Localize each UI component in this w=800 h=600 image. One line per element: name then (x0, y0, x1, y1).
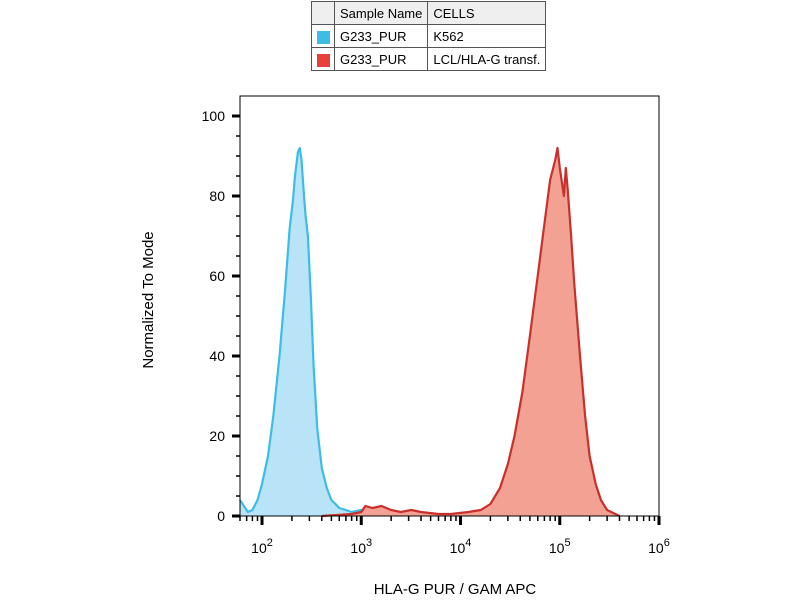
legend-cells: K562 (427, 24, 547, 48)
y-tick-label: 100 (202, 108, 226, 124)
y-tick-label: 80 (209, 188, 225, 204)
y-tick-label: 20 (209, 428, 225, 444)
series-fill-1 (321, 148, 620, 516)
legend-sample-name: G233_PUR (333, 47, 429, 71)
legend-table: Sample Name CELLS G233_PUR K562 G233_PUR… (311, 1, 547, 71)
x-tick-label: 102 (251, 537, 273, 556)
legend-cells: LCL/HLA-G transf. (427, 47, 547, 71)
legend-swatch-blue (316, 30, 330, 44)
x-tick-label: 105 (549, 537, 571, 556)
y-tick-label: 0 (217, 508, 225, 524)
legend-header-sample-name: Sample Name (333, 1, 429, 25)
legend-row-k562: G233_PUR K562 (311, 24, 547, 48)
y-tick-label: 40 (209, 348, 225, 364)
series-fill-0 (240, 148, 379, 516)
legend-row-lcl: G233_PUR LCL/HLA-G transf. (311, 47, 547, 71)
x-tick-label: 106 (648, 537, 670, 556)
axis-layer: 0 20 40 60 80 100 102 103 104 105 106 (202, 108, 670, 556)
legend-header-cells: CELLS (427, 1, 547, 25)
y-axis-label: Normalized To Mode (140, 231, 157, 368)
series-line-1 (321, 146, 620, 518)
x-axis-label: HLA-G PUR / GAM APC (374, 581, 537, 598)
plot-frame (239, 95, 660, 517)
legend-swatch-cell (311, 47, 335, 71)
series-line-0 (239, 146, 379, 516)
y-tick-label: 60 (209, 268, 225, 284)
x-tick-label: 104 (450, 537, 472, 556)
legend-header-row: Sample Name CELLS (311, 1, 547, 25)
series-layer (239, 146, 620, 518)
x-tick-label: 103 (350, 537, 372, 556)
legend-sample-name: G233_PUR (333, 24, 429, 48)
legend-swatch-red (316, 53, 330, 67)
